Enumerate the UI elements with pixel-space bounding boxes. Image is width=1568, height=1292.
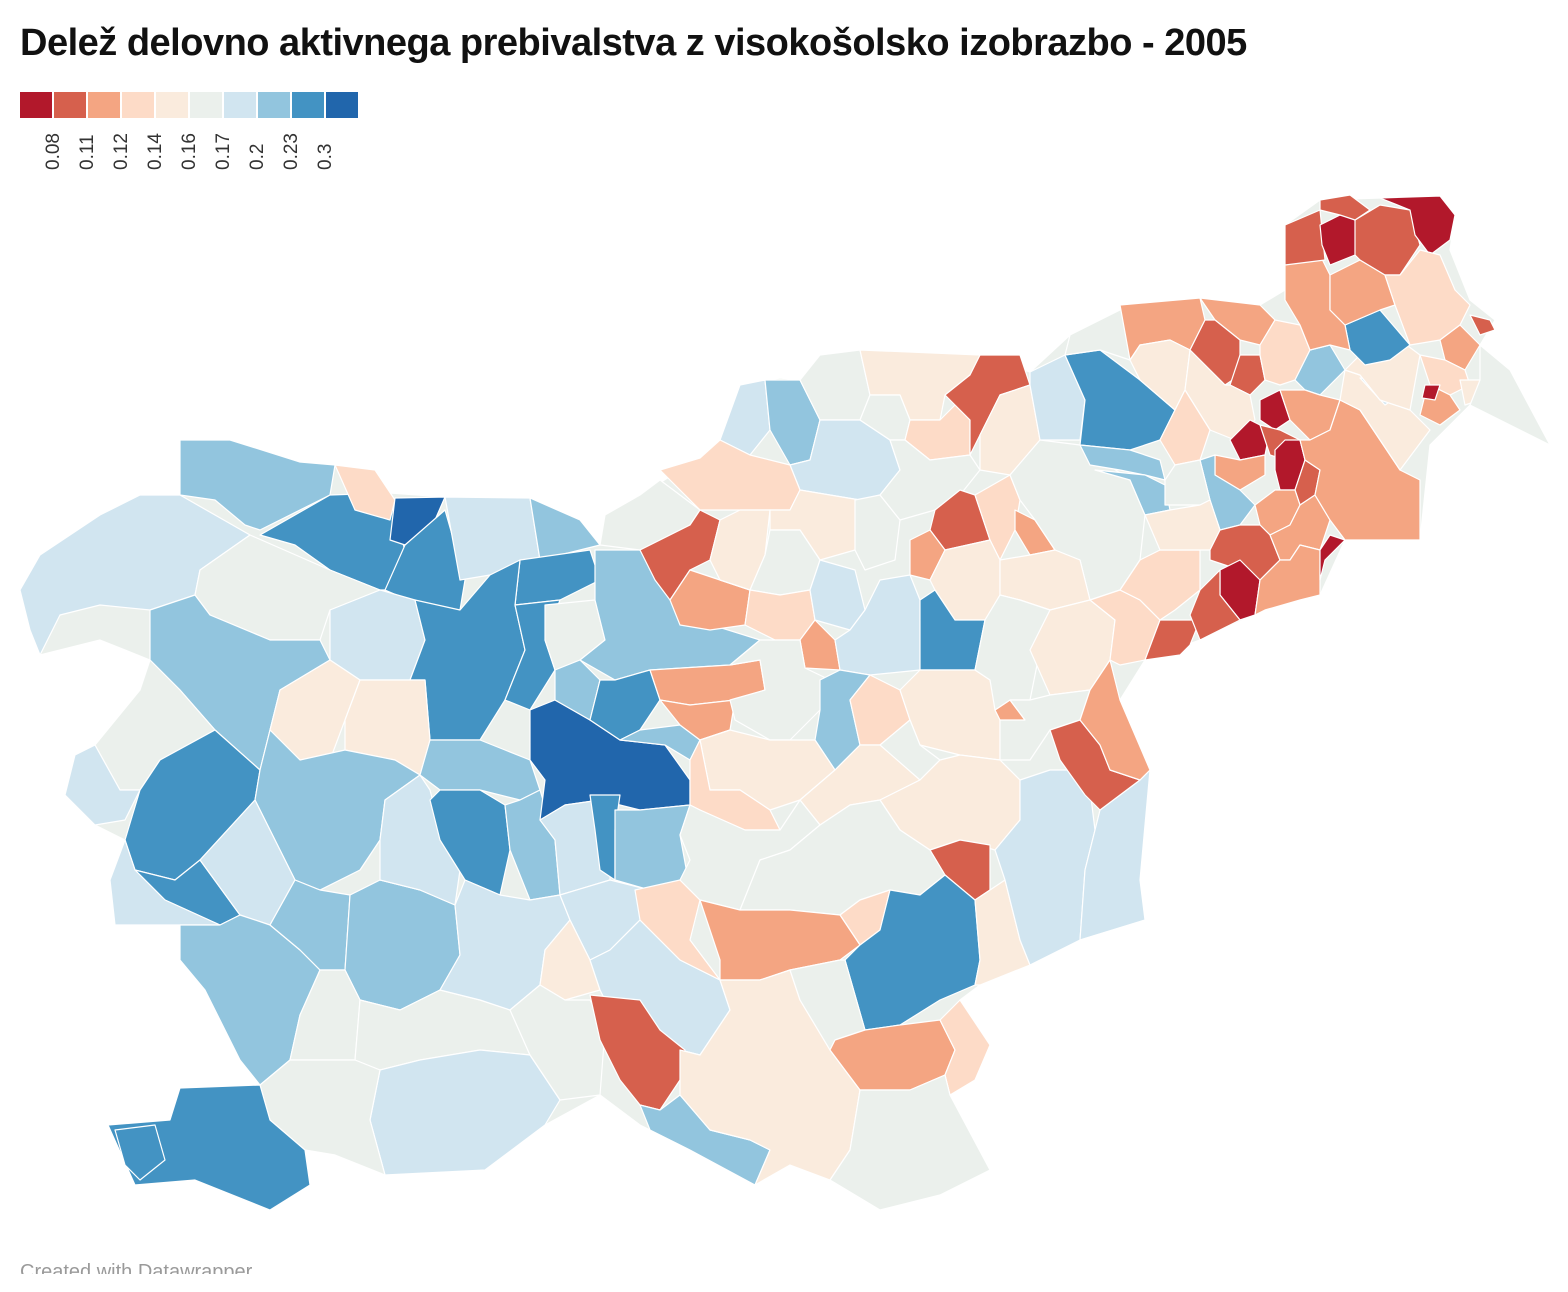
legend-label: 0.08 <box>43 133 64 170</box>
region-ne41 <box>1319 194 1371 221</box>
region-ne42 <box>1379 195 1456 256</box>
region-e31 <box>1079 659 1151 781</box>
legend-swatch <box>258 92 290 118</box>
region-w32 <box>369 1049 561 1176</box>
region-ne19 <box>1144 499 1221 551</box>
legend-label: 0.17 <box>213 133 234 170</box>
legend-label: 0.16 <box>179 133 200 170</box>
region-w20 <box>64 744 141 826</box>
region-c10 <box>614 804 691 891</box>
legend-swatch <box>292 92 324 118</box>
region-n5 <box>659 439 801 511</box>
region-ne9 <box>1229 354 1266 396</box>
legend-swatch <box>54 92 86 118</box>
legend-label: 0.23 <box>281 133 302 170</box>
credit-text: Created with Datawrapper <box>20 1261 253 1274</box>
region-ne2 <box>1079 444 1166 481</box>
region-ne36 <box>1284 254 1351 351</box>
legend-label: 0.2 <box>247 143 268 170</box>
region-ne43 <box>1384 249 1471 346</box>
region-ne48 <box>1421 384 1441 401</box>
region-e11 <box>879 719 941 781</box>
legend-swatch <box>326 92 358 118</box>
region-ne30 <box>1319 534 1346 581</box>
region-w2 <box>179 439 336 531</box>
color-legend: 0.08 0.11 0.12 0.14 0.16 0.17 0.2 0.23 0.3 <box>20 92 360 182</box>
legend-swatch <box>156 92 188 118</box>
legend-label: 0.3 <box>315 143 336 170</box>
region-w34 <box>107 1084 311 1211</box>
region-e24 <box>829 1074 991 1211</box>
legend-label: 0.11 <box>77 134 98 170</box>
legend-label: 0.14 <box>145 133 166 170</box>
legend-swatch <box>88 92 120 118</box>
region-ne50 <box>1469 344 1551 446</box>
legend-swatch <box>190 92 222 118</box>
region-ne45 <box>1469 314 1496 336</box>
legend-swatch <box>122 92 154 118</box>
region-e33 <box>1144 619 1201 661</box>
legend-swatch <box>20 92 52 118</box>
region-w4 <box>334 464 396 521</box>
region-ne38 <box>1284 209 1326 266</box>
region-w35 <box>114 1124 166 1181</box>
region-ne13 <box>1259 389 1291 431</box>
region-ne44 <box>1439 324 1481 371</box>
legend-swatch <box>224 92 256 118</box>
legend-label: 0.12 <box>111 133 132 170</box>
region-c6 <box>589 669 661 741</box>
region-e23 <box>939 999 991 1096</box>
map-title: Delež delovno aktivnega prebivalstva z v… <box>20 22 1247 64</box>
region-c16 <box>589 994 686 1111</box>
region-ne27 <box>1189 569 1241 641</box>
